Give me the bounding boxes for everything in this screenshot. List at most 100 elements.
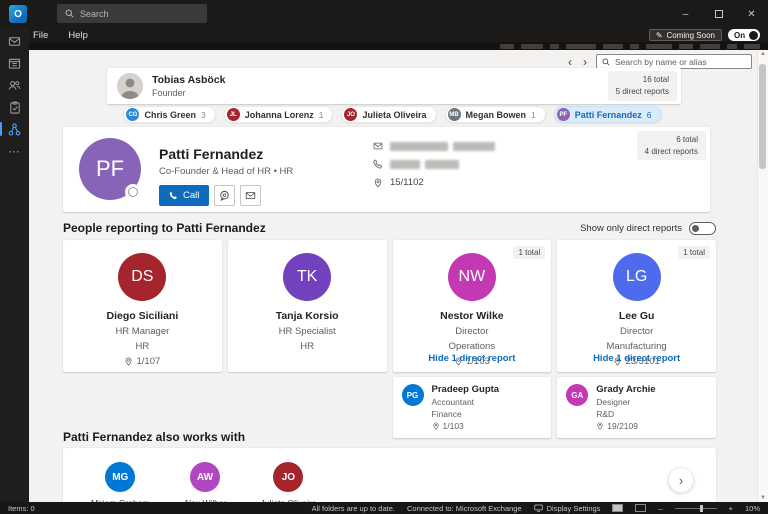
profile-email-row[interactable] xyxy=(373,141,495,151)
coming-soon-button[interactable]: ✎ Coming Soon xyxy=(648,29,722,41)
report-card-tanja-korsio[interactable]: TK Tanja Korsio HR Specialist HR xyxy=(227,240,387,372)
manager-role: Founder xyxy=(152,88,186,98)
global-search-input[interactable]: Search xyxy=(57,4,207,23)
zoom-slider-thumb[interactable] xyxy=(699,504,703,512)
coming-soon-toggle[interactable]: On xyxy=(728,29,760,41)
nav-org-explorer[interactable] xyxy=(0,118,29,140)
forward-button[interactable]: › xyxy=(583,54,587,69)
org-explorer-canvas: ‹ › Search by name or alias Tobias Asböc… xyxy=(29,50,768,502)
report-subcard-pradeep-gupta[interactable]: PG Pradeep Gupta Accountant Finance 1/10… xyxy=(392,377,552,438)
profile-phone-row[interactable] xyxy=(373,159,495,169)
nav-mail[interactable] xyxy=(0,30,29,52)
profile-role: Co-Founder & Head of HR • HR xyxy=(159,166,294,177)
works-with-card: MG Miriam Graham AW Alex Wilber JO Julie… xyxy=(63,448,716,502)
status-bar: Items: 0 All folders are up to date. Con… xyxy=(0,502,768,514)
search-icon xyxy=(602,57,610,66)
scroll-up-icon[interactable]: ▲ xyxy=(760,51,766,57)
works-with-miriam-graham[interactable]: MG Miriam Graham xyxy=(91,462,150,502)
scroll-down-icon[interactable]: ▼ xyxy=(760,495,766,501)
menu-file[interactable]: File xyxy=(33,29,49,41)
items-count: Items: 0 xyxy=(8,503,35,513)
nav-more[interactable]: ⋯ xyxy=(8,145,21,158)
manager-card[interactable]: Tobias Asböck Founder 16 total 5 direct … xyxy=(107,68,681,104)
chip-julieta-oliveira[interactable]: JO Julieta Oliveira xyxy=(341,106,437,123)
person-photo-icon xyxy=(117,73,143,99)
location-pin-icon xyxy=(432,422,439,430)
works-with-julieta-oliveira[interactable]: JO Julieta Oliveira xyxy=(261,462,316,502)
avatar: PF xyxy=(556,108,570,121)
report-subcard-grady-archie[interactable]: GA Grady Archie Designer R&D 19/2109 xyxy=(557,377,716,438)
zoom-out-button[interactable]: – xyxy=(658,503,663,513)
menu-help[interactable]: Help xyxy=(68,29,88,41)
scroll-right-button[interactable]: › xyxy=(668,467,694,493)
maximize-button[interactable] xyxy=(702,0,735,28)
menu-bar: File Help ✎ Coming Soon On xyxy=(29,28,768,42)
manager-name: Tobias Asböck xyxy=(152,74,226,86)
display-settings-button[interactable]: Display Settings xyxy=(534,504,600,513)
email-button[interactable] xyxy=(240,185,262,206)
outlook-app-icon: O xyxy=(9,5,27,23)
alias-search-input[interactable]: Search by name or alias xyxy=(596,54,752,69)
peer-chips-row: CG Chris Green 3 JL Johanna Lorenz 1 JO … xyxy=(29,106,756,123)
chip-patti-fernandez-selected[interactable]: PF Patti Fernandez 6 xyxy=(553,106,662,123)
minimize-button[interactable]: – xyxy=(682,8,689,20)
report-card-lee-gu[interactable]: 1 total LG Lee Gu Director Manufacturing… xyxy=(557,240,716,372)
manager-photo-avatar xyxy=(117,73,143,99)
back-button[interactable]: ‹ xyxy=(568,54,572,69)
location-pin-icon xyxy=(615,357,621,366)
profile-name: Patti Fernandez xyxy=(159,146,264,162)
zoom-level[interactable]: 10% xyxy=(744,503,760,513)
call-button[interactable]: Call xyxy=(159,185,210,206)
avatar: MB xyxy=(447,108,461,121)
navigation-rail: ⋯ xyxy=(0,28,29,502)
avatar: CG xyxy=(126,108,140,121)
works-with-alex-wilber[interactable]: AW Alex Wilber xyxy=(184,462,227,502)
search-placeholder: Search xyxy=(80,8,109,19)
monitor-icon xyxy=(534,504,543,512)
chip-johanna-lorenz[interactable]: JL Johanna Lorenz 1 xyxy=(223,106,334,123)
reports-section-title: People reporting to Patti Fernandez xyxy=(63,221,266,235)
chat-button[interactable] xyxy=(214,185,236,206)
normal-view-button[interactable] xyxy=(612,504,624,512)
nav-calendar[interactable] xyxy=(0,52,29,74)
profile-location-row: 15/1102 xyxy=(373,177,495,188)
location-pin-icon xyxy=(126,357,132,366)
close-button[interactable]: ✕ xyxy=(747,8,756,20)
avatar: DS xyxy=(118,253,167,301)
people-icon xyxy=(8,80,21,90)
alias-search-placeholder: Search by name or alias xyxy=(615,56,707,67)
nav-people[interactable] xyxy=(0,74,29,96)
chip-chris-green[interactable]: CG Chris Green 3 xyxy=(123,106,216,123)
window-controls: – ✕ xyxy=(669,0,768,28)
redacted-email xyxy=(390,141,495,151)
hide-direct-report-link[interactable]: Hide 1 direct report xyxy=(428,353,516,364)
pencil-icon: ✎ xyxy=(655,30,663,40)
avatar: NW xyxy=(447,253,496,301)
works-with-title: Patti Fernandez also works with xyxy=(63,430,246,444)
reports-cards-row: DS Diego Siciliani HR Manager HR 1/107 T… xyxy=(63,240,716,438)
zoom-slider[interactable] xyxy=(674,504,717,512)
location-pin-icon xyxy=(455,357,462,366)
report-card-diego-siciliani[interactable]: DS Diego Siciliani HR Manager HR 1/107 xyxy=(63,240,222,372)
toggle-knob-icon xyxy=(749,30,758,40)
reading-view-button[interactable] xyxy=(635,504,647,512)
scrollbar-thumb[interactable] xyxy=(759,64,766,169)
reports-section-head: People reporting to Patti Fernandez Show… xyxy=(63,221,716,235)
hide-direct-report-link[interactable]: Hide 1 direct report xyxy=(593,353,681,364)
phone-icon xyxy=(373,159,383,169)
direct-reports-toggle[interactable] xyxy=(689,221,716,235)
title-bar: O Search – ✕ xyxy=(0,0,768,28)
vertical-scrollbar[interactable]: ▲ ▼ xyxy=(757,50,768,502)
chip-megan-bowen[interactable]: MB Megan Bowen 1 xyxy=(444,106,546,123)
collapsed-ribbon xyxy=(29,42,768,50)
avatar: JO xyxy=(273,462,304,492)
total-badge: 1 total xyxy=(678,246,710,259)
nav-tasks[interactable] xyxy=(0,96,29,118)
report-card-nestor-wilke[interactable]: 1 total NW Nestor Wilke Director Operati… xyxy=(392,240,552,372)
avatar: TK xyxy=(283,253,332,301)
avatar: JL xyxy=(226,108,240,121)
redacted-phone xyxy=(390,159,459,169)
zoom-in-button[interactable]: + xyxy=(728,503,733,513)
calendar-icon xyxy=(8,58,21,69)
mail-icon xyxy=(246,191,256,200)
